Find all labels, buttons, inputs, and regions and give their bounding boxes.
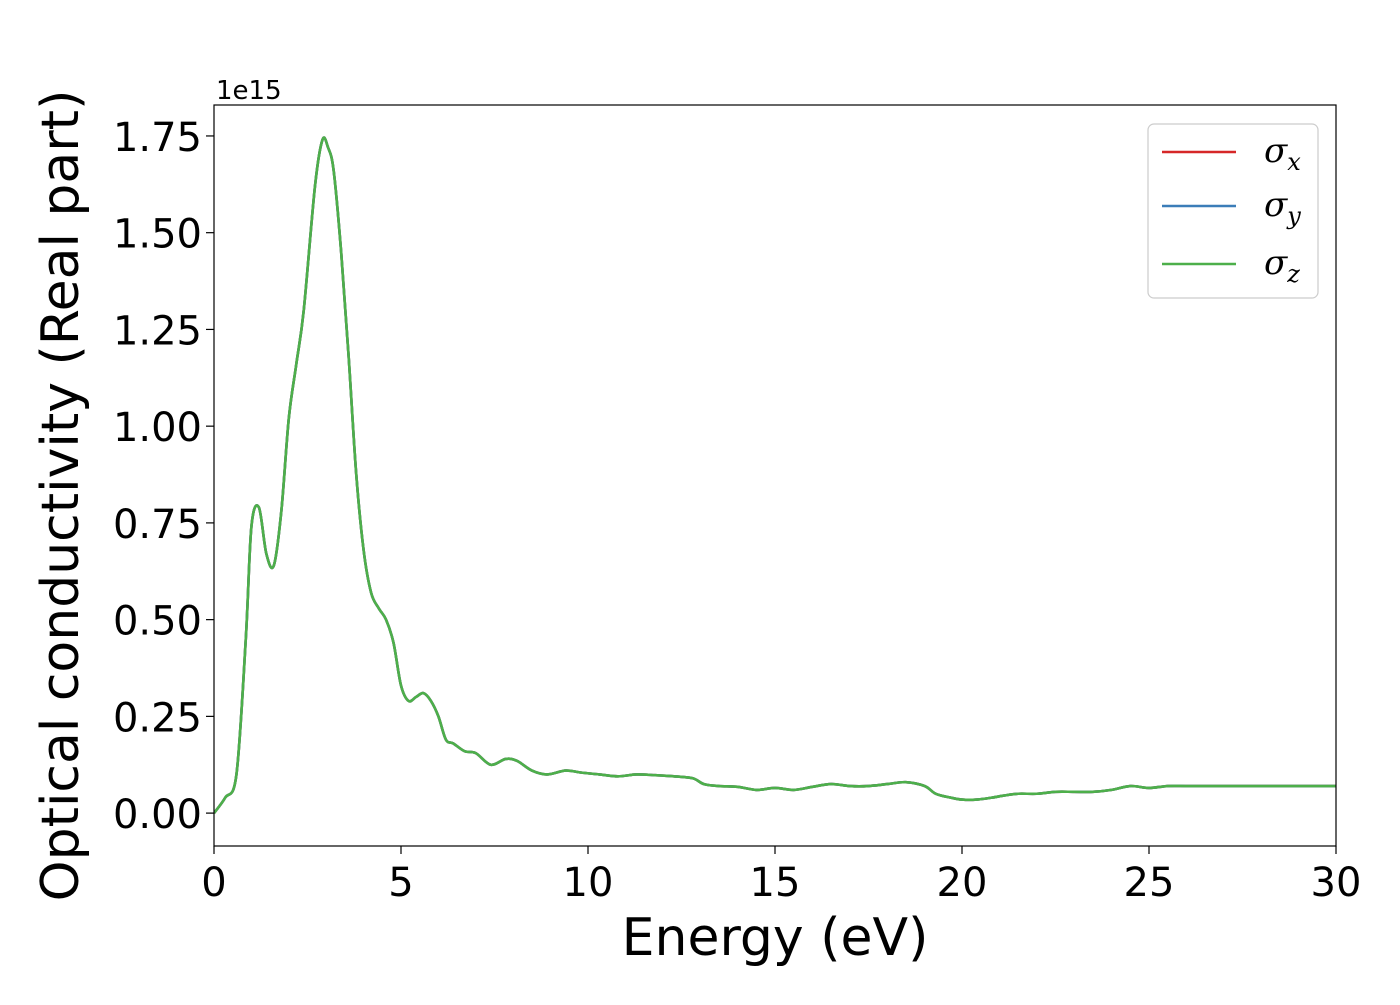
x-tick-label: 5	[388, 860, 413, 906]
legend: σx σy σz	[1147, 123, 1319, 299]
x-tick-label: 10	[563, 860, 614, 906]
y-tick-label: 1.25	[113, 308, 202, 354]
ticks-layer: 0 5 10 15 20 25 30 0.00 0.25 0.50 0.75 1.00 1.25 1.50…	[113, 115, 1362, 906]
y-tick-label: 0.50	[113, 599, 202, 645]
y-tick-label: 1.50	[113, 212, 202, 258]
y-tick-label: 0.25	[113, 695, 202, 741]
y-tick-label: 0.75	[113, 502, 202, 548]
legend-box	[1147, 123, 1319, 299]
legend-label-sigma-x: σx	[1264, 131, 1301, 176]
x-tick-label: 30	[1311, 860, 1362, 906]
y-axis-offset-label: 1e15	[216, 76, 282, 106]
legend-label-sigma-y: σy	[1264, 185, 1301, 230]
y-tick-label: 1.00	[113, 405, 202, 451]
x-axis-label: Energy (eV)	[622, 908, 929, 968]
x-tick-label: 25	[1124, 860, 1175, 906]
y-axis-label: Optical conductivity (Real part)	[31, 90, 91, 902]
legend-label-sigma-z: σz	[1264, 243, 1300, 288]
series-layer	[214, 136, 1336, 814]
x-tick-label: 15	[750, 860, 801, 906]
x-tick-label: 20	[937, 860, 988, 906]
y-tick-label: 1.75	[113, 115, 202, 161]
y-tick-label: 0.00	[113, 792, 202, 838]
x-tick-label: 0	[201, 860, 226, 906]
series-line-sigma-z	[214, 136, 1336, 814]
